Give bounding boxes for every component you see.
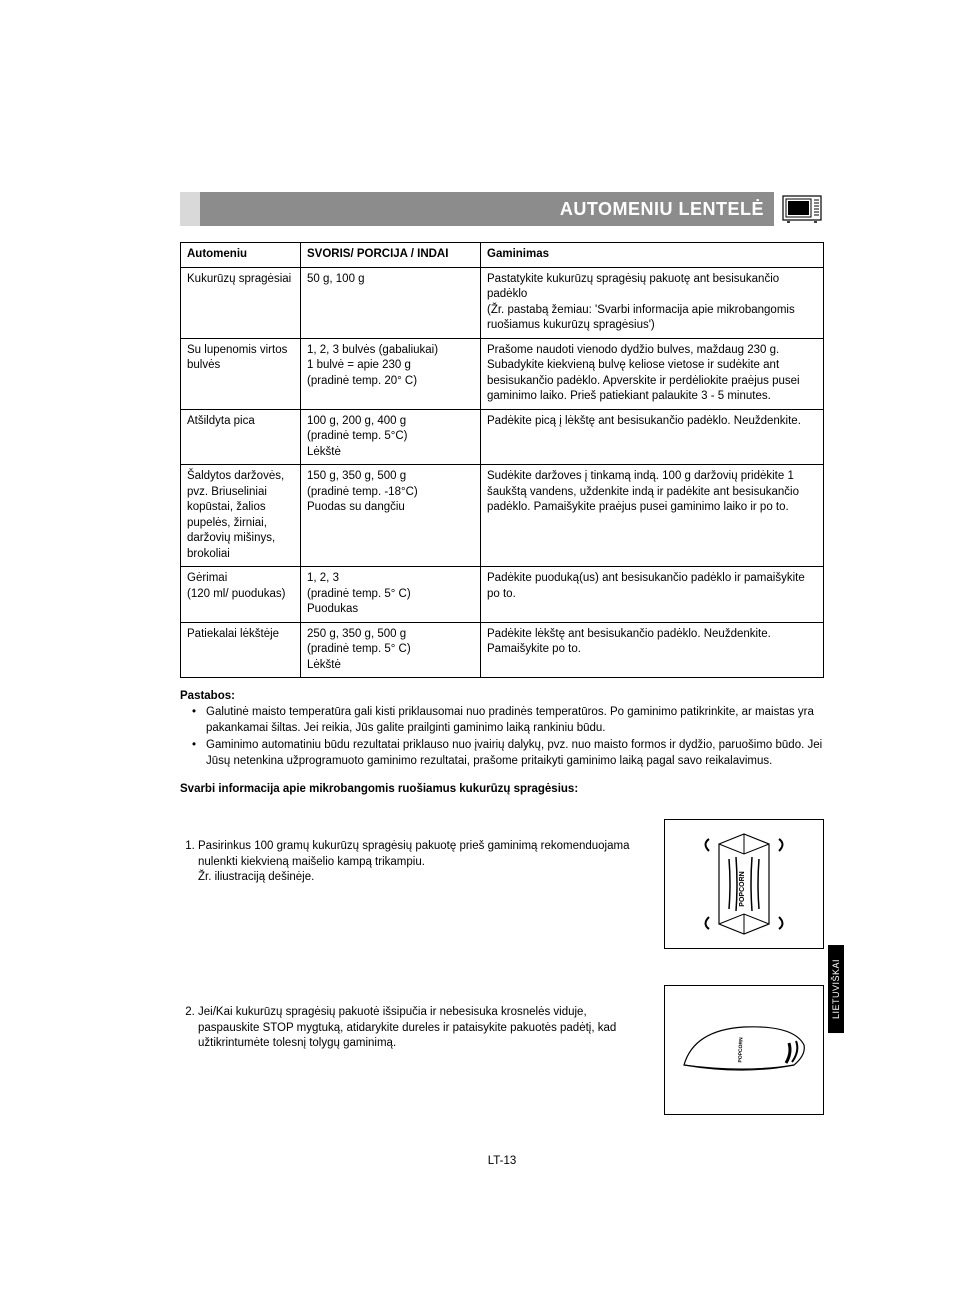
language-tab: LIETUVIŠKAI <box>828 945 844 1033</box>
table-cell: Padėkite lėkštę ant besisukančio padėklo… <box>481 622 824 678</box>
page-number: LT-13 <box>180 1155 824 1167</box>
table-cell: 1, 2, 3 bulvės (gabaliukai)1 bulvė = api… <box>301 338 481 409</box>
table-row: Šaldytos daržovės, pvz. Briuseliniai kop… <box>181 465 824 567</box>
illustration-box-1: POPCORN <box>664 819 824 949</box>
table-cell: Pastatykite kukurūzų spragėsių pakuotę a… <box>481 267 824 338</box>
list-item: Galutinė maisto temperatūra gali kisti p… <box>192 705 824 736</box>
table-row: Atšildyta pica100 g, 200 g, 400 g(pradin… <box>181 409 824 465</box>
table-row: Su lupenomis virtos bulvės1, 2, 3 bulvės… <box>181 338 824 409</box>
info-row-2: Jei/Kai kukurūzų spragėsių pakuotė išsip… <box>180 985 824 1115</box>
info-row-1: Pasirinkus 100 gramų kukurūzų spragėsių … <box>180 819 824 949</box>
table-cell: 100 g, 200 g, 400 g(pradinė temp. 5°C)Lė… <box>301 409 481 465</box>
table-cell: Atšildyta pica <box>181 409 301 465</box>
header-bar: AUTOMENIU LENTELĖ <box>180 192 824 226</box>
table-cell: 250 g, 350 g, 500 g(pradinė temp. 5° C)L… <box>301 622 481 678</box>
table-cell: 1, 2, 3(pradinė temp. 5° C)Puodukas <box>301 567 481 623</box>
notes-label: Pastabos: <box>180 690 824 702</box>
table-row: Gėrimai(120 ml/ puodukas)1, 2, 3(pradinė… <box>181 567 824 623</box>
table-cell: Patiekalai lėkštėje <box>181 622 301 678</box>
microwave-icon <box>780 192 824 226</box>
info-text-2: Jei/Kai kukurūzų spragėsių pakuotė išsip… <box>180 985 664 1052</box>
header-accent-light <box>180 192 200 226</box>
table-cell: 50 g, 100 g <box>301 267 481 338</box>
table-header: Gaminimas <box>481 243 824 268</box>
table-header: Automeniu <box>181 243 301 268</box>
table-cell: Padėkite picą į lėkštę ant besisukančio … <box>481 409 824 465</box>
table-row: Patiekalai lėkštėje250 g, 350 g, 500 g(p… <box>181 622 824 678</box>
page-title: AUTOMENIU LENTELĖ <box>200 192 774 226</box>
svg-text:POPCORN: POPCORN <box>739 872 746 907</box>
table-cell: Padėkite puoduką(us) ant besisukančio pa… <box>481 567 824 623</box>
illustration-box-2: POPCORN <box>664 985 824 1115</box>
notes-section: Pastabos: Galutinė maisto temperatūra ga… <box>180 690 824 769</box>
list-item: Pasirinkus 100 gramų kukurūzų spragėsių … <box>198 839 644 886</box>
table-header-row: Automeniu SVORIS/ PORCIJA / INDAI Gamini… <box>181 243 824 268</box>
table-cell: 150 g, 350 g, 500 g(pradinė temp. -18°C)… <box>301 465 481 567</box>
list-item: Jei/Kai kukurūzų spragėsių pakuotė išsip… <box>198 1005 644 1052</box>
page-title-text: AUTOMENIU LENTELĖ <box>560 199 764 220</box>
table-row: Kukurūzų spragėsiai50 g, 100 gPastatykit… <box>181 267 824 338</box>
table-cell: Sudėkite daržoves į tinkamą indą. 100 g … <box>481 465 824 567</box>
table-cell: Prašome naudoti vienodo dydžio bulves, m… <box>481 338 824 409</box>
table-cell: Gėrimai(120 ml/ puodukas) <box>181 567 301 623</box>
automenu-table: Automeniu SVORIS/ PORCIJA / INDAI Gamini… <box>180 242 824 678</box>
svg-text:POPCORN: POPCORN <box>738 1037 745 1063</box>
important-title: Svarbi informacija apie mikrobangomis ru… <box>180 783 824 795</box>
table-cell: Kukurūzų spragėsiai <box>181 267 301 338</box>
table-cell: Su lupenomis virtos bulvės <box>181 338 301 409</box>
list-item: Gaminimo automatiniu būdu rezultatai pri… <box>192 738 824 769</box>
info-text-1: Pasirinkus 100 gramų kukurūzų spragėsių … <box>180 819 664 886</box>
table-cell: Šaldytos daržovės, pvz. Briuseliniai kop… <box>181 465 301 567</box>
table-header: SVORIS/ PORCIJA / INDAI <box>301 243 481 268</box>
